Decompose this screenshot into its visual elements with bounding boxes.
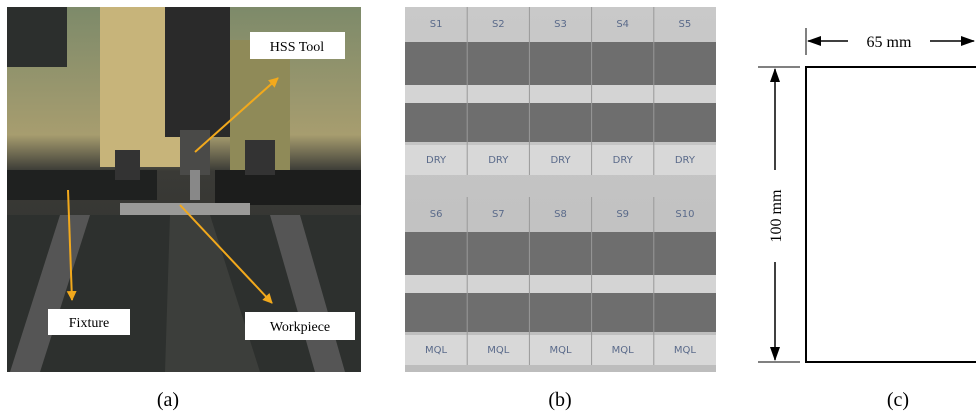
sample-label: S6 [430, 209, 443, 220]
sample-label: S9 [616, 209, 629, 220]
workpiece-label: Workpiece [270, 320, 330, 335]
tape-band [405, 275, 716, 293]
condition-label: MQL [549, 345, 571, 356]
sample-label: S10 [675, 209, 694, 220]
sample-label: S8 [554, 209, 567, 220]
condition-label: MQL [612, 345, 634, 356]
specimen-outline [806, 67, 976, 362]
figure: HSS Tool Fixture Workpiece (a) S1 DRY S2 DR… [0, 0, 976, 413]
condition-label: DRY [488, 155, 509, 166]
condition-label: DRY [613, 155, 634, 166]
caption: (b) [548, 389, 571, 411]
sample-label: S3 [554, 19, 567, 30]
photo-b: S1 DRY S2 DRY S3 DRY S4 DRY S5 DRY S6 MQL S7 MQL S8 MQL… [405, 7, 716, 372]
fixture-label: Fixture [69, 316, 109, 331]
condition-label: MQL [487, 345, 509, 356]
height-label: 100 mm [768, 189, 785, 242]
caption: (a) [157, 389, 179, 411]
sample-label: S4 [616, 19, 629, 30]
tool-label: HSS Tool [270, 40, 325, 55]
condition-label: MQL [674, 345, 696, 356]
sample-label: S2 [492, 19, 505, 30]
width-label: 65 mm [867, 34, 912, 51]
sample-label: S5 [679, 19, 692, 30]
condition-label: DRY [550, 155, 571, 166]
condition-label: MQL [425, 345, 447, 356]
sample-label: S1 [430, 19, 443, 30]
sample-label: S7 [492, 209, 505, 220]
caption: (c) [887, 389, 909, 411]
condition-label: DRY [675, 155, 696, 166]
condition-label: DRY [426, 155, 447, 166]
tape-band [405, 85, 716, 103]
